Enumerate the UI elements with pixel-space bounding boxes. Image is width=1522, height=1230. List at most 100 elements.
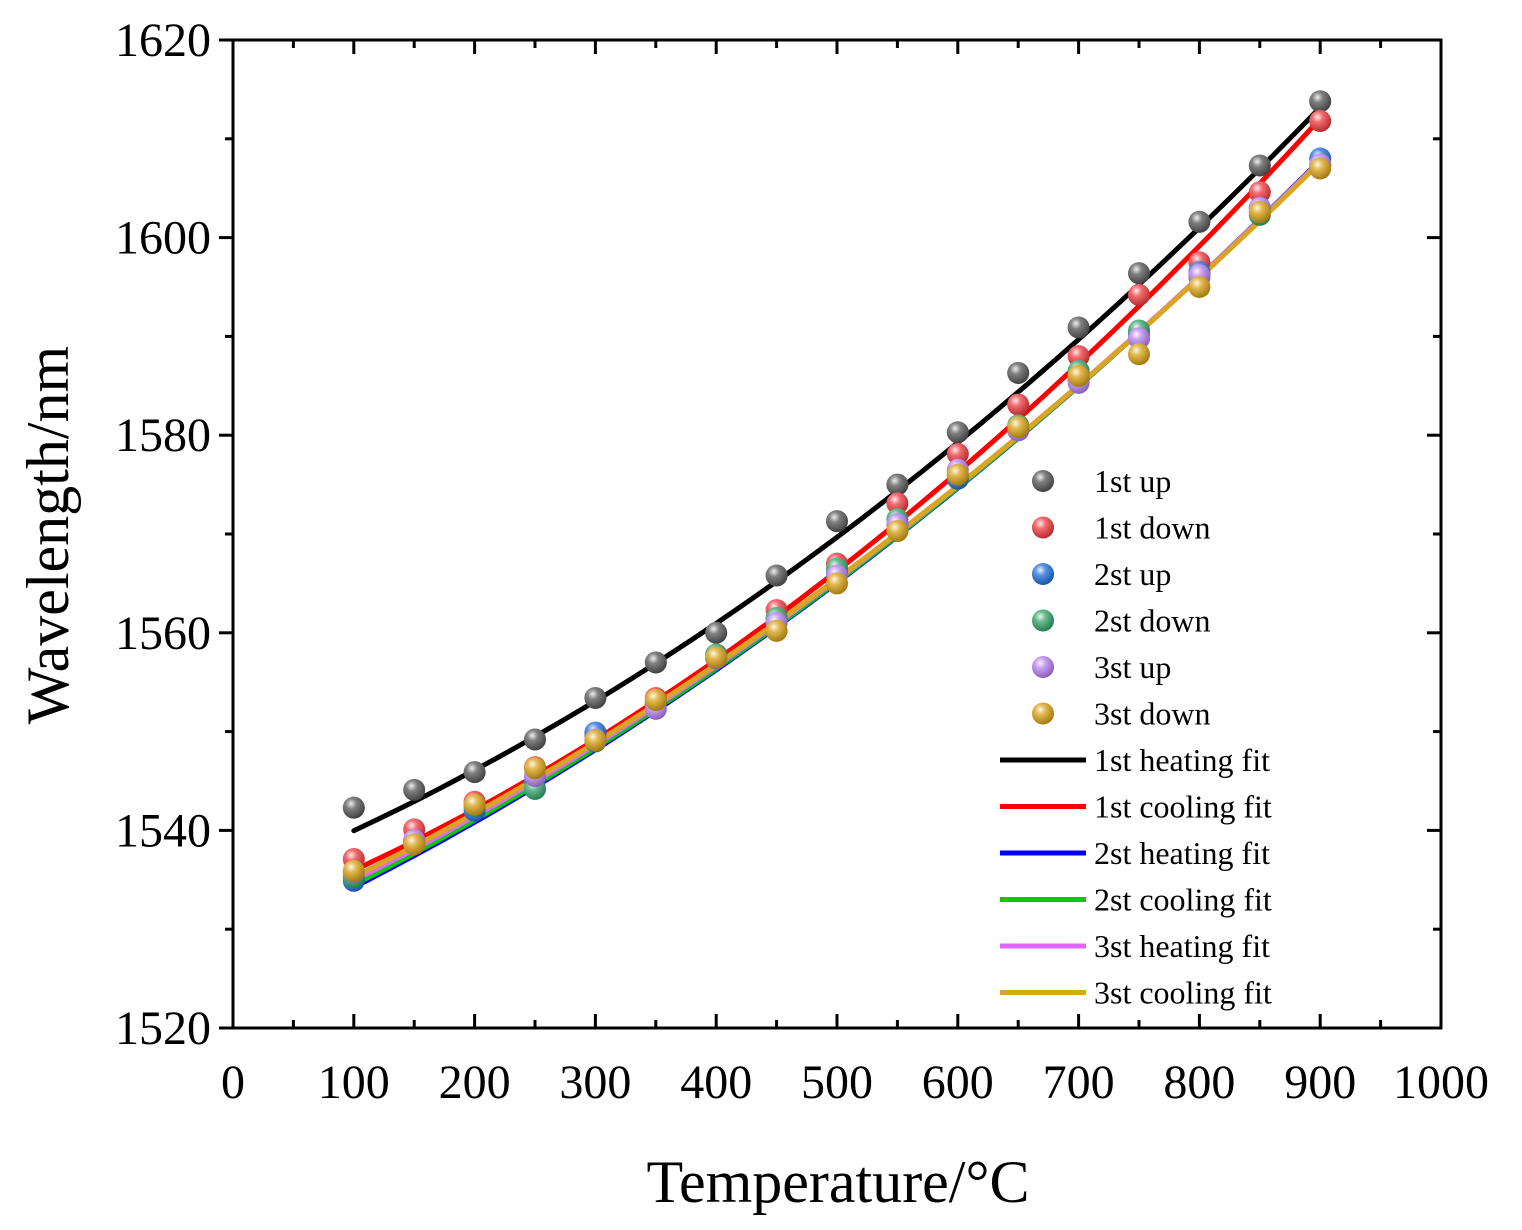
data-point-shine	[1007, 361, 1030, 384]
data-point-shine	[463, 761, 486, 784]
fit-line	[351, 105, 1323, 834]
legend-label: 2st heating fit	[1094, 835, 1270, 871]
data-point	[826, 572, 848, 595]
x-tick-label: 100	[318, 1056, 390, 1109]
data-point	[524, 728, 546, 751]
legend-label: 3st cooling fit	[1094, 975, 1272, 1011]
legend-marker	[1032, 656, 1054, 678]
legend-label: 2st down	[1094, 603, 1210, 639]
legend-marker	[1032, 470, 1054, 492]
legend-marker-shine	[1032, 609, 1054, 632]
data-point-shine	[765, 564, 788, 587]
data-point	[946, 463, 969, 486]
data-point	[1309, 110, 1332, 133]
data-points	[342, 90, 1332, 892]
x-tick-label: 0	[221, 1056, 245, 1109]
data-point	[463, 761, 486, 784]
data-point	[644, 688, 667, 711]
data-point	[1248, 200, 1271, 223]
x-tick-label: 400	[680, 1056, 752, 1109]
x-tick-label: 200	[439, 1056, 511, 1109]
x-tick-label: 300	[559, 1056, 631, 1109]
data-point	[1309, 157, 1332, 180]
legend-marker	[1032, 563, 1054, 585]
data-point	[946, 442, 969, 465]
x-tick-label: 500	[801, 1056, 873, 1109]
data-point	[1007, 393, 1030, 416]
data-point-shine	[1128, 343, 1150, 366]
data-point-shine	[1067, 316, 1090, 339]
data-point	[1007, 416, 1030, 439]
legend-label: 2st cooling fit	[1094, 882, 1272, 918]
x-axis-title: Temperature/°C	[647, 1149, 1030, 1215]
y-tick-label: 1560	[115, 607, 211, 660]
legend: 1st up 1st down 2st up 2st down 3st up 3st do…	[1000, 463, 1272, 1011]
data-point	[463, 793, 486, 816]
data-point-shine	[1128, 327, 1150, 350]
data-point	[826, 510, 848, 533]
data-point	[1128, 327, 1150, 350]
data-point-shine	[886, 492, 909, 515]
data-point-shine	[826, 510, 848, 533]
y-tick-label: 1540	[115, 804, 211, 857]
data-point-shine	[1248, 200, 1271, 223]
data-point-shine	[1128, 283, 1150, 306]
data-point	[886, 520, 909, 543]
data-point-shine	[463, 793, 486, 816]
legend-marker-shine	[1032, 516, 1054, 539]
data-point	[1128, 343, 1150, 366]
data-point	[342, 796, 365, 819]
legend-marker-shine	[1032, 470, 1054, 492]
x-tick-label: 600	[922, 1056, 994, 1109]
x-tick-label: 900	[1284, 1056, 1356, 1109]
data-point-shine	[524, 728, 546, 751]
legend-marker	[1032, 516, 1054, 539]
data-point	[403, 833, 426, 856]
data-point	[1128, 262, 1150, 285]
data-point-shine	[705, 621, 728, 644]
data-point	[886, 473, 909, 496]
data-point	[705, 646, 728, 669]
data-point-shine	[886, 473, 909, 496]
data-point-shine	[644, 651, 667, 674]
data-point	[765, 619, 788, 642]
axes	[219, 38, 1443, 1030]
data-point-shine	[342, 859, 365, 882]
data-point-shine	[765, 619, 788, 642]
tick-labels: 0 100 200 300 400 500 600 700 800 900 1000 1520 1540…	[115, 14, 1489, 1109]
data-point-shine	[524, 757, 546, 780]
legend-label: 3st up	[1094, 649, 1171, 685]
data-point	[1248, 154, 1271, 177]
data-point	[1248, 181, 1271, 204]
y-tick-label: 1620	[115, 14, 211, 67]
data-point	[765, 564, 788, 587]
x-tick-label: 1000	[1393, 1056, 1489, 1109]
data-point-shine	[644, 688, 667, 711]
data-point-shine	[1248, 154, 1271, 177]
legend-marker	[1032, 702, 1054, 725]
x-tick-label: 700	[1043, 1056, 1115, 1109]
data-point-shine	[946, 463, 969, 486]
y-tick-label: 1580	[115, 409, 211, 462]
data-point-shine	[1248, 181, 1271, 204]
data-point	[1188, 210, 1211, 233]
y-axis-title: Wavelength/nm	[15, 346, 81, 724]
data-point-shine	[705, 646, 728, 669]
data-point-shine	[584, 729, 607, 752]
data-point-shine	[946, 421, 969, 444]
data-point	[1007, 361, 1030, 384]
data-point	[524, 757, 546, 780]
data-point-shine	[1128, 262, 1150, 285]
legend-label: 1st down	[1094, 510, 1210, 546]
data-point-shine	[584, 687, 607, 710]
legend-label: 2st up	[1094, 556, 1171, 592]
x-tick-label: 800	[1163, 1056, 1235, 1109]
data-point	[1067, 364, 1090, 387]
legend-marker-shine	[1032, 702, 1054, 725]
legend-label: 3st down	[1094, 696, 1210, 732]
y-tick-label: 1520	[115, 1002, 211, 1055]
data-point-shine	[1188, 276, 1211, 298]
legend-label: 1st heating fit	[1094, 742, 1270, 778]
